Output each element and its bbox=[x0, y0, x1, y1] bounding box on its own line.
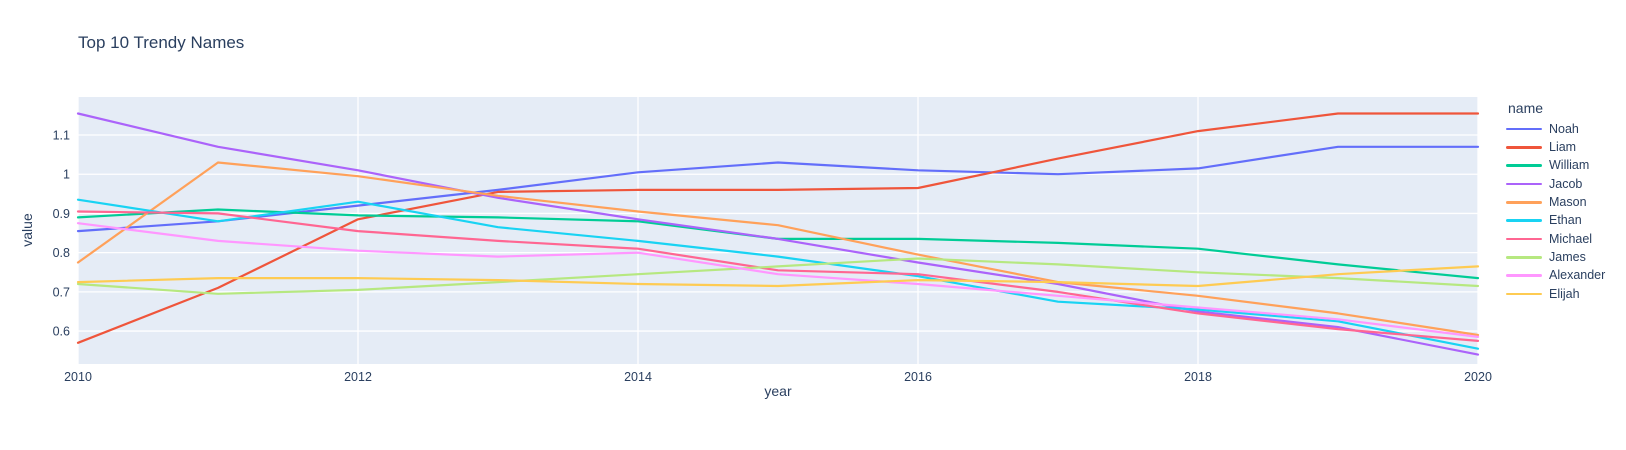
series-line-elijah bbox=[76, 265, 1480, 288]
legend-swatch-line bbox=[1506, 201, 1542, 204]
series-line-noah bbox=[76, 145, 1480, 233]
x-tick-label: 2012 bbox=[344, 370, 372, 384]
plot-area[interactable] bbox=[78, 97, 1478, 364]
x-tick-label: 2014 bbox=[624, 370, 652, 384]
x-tick-label: 2020 bbox=[1464, 370, 1492, 384]
legend-swatch-line bbox=[1506, 127, 1542, 131]
legend-swatch-line bbox=[1506, 164, 1542, 168]
legend-item-label: Jacob bbox=[1549, 176, 1583, 191]
legend-item-james[interactable]: James bbox=[1506, 248, 1605, 266]
legend-item-label: Ethan bbox=[1549, 213, 1582, 228]
series-line-jacob bbox=[76, 112, 1480, 356]
series-line-mason bbox=[76, 161, 1480, 337]
series-line-ethan bbox=[76, 198, 1480, 350]
legend-item-liam[interactable]: Liam bbox=[1506, 138, 1605, 156]
x-axis-title: year bbox=[764, 383, 792, 399]
x-tick-label: 2018 bbox=[1184, 370, 1212, 384]
y-tick-label: 1 bbox=[63, 168, 70, 182]
legend-item-label: James bbox=[1549, 249, 1586, 264]
x-tick-label: 2010 bbox=[64, 370, 92, 384]
series-line-liam bbox=[76, 112, 1480, 344]
y-axis-title: value bbox=[19, 213, 35, 247]
series-line-james bbox=[76, 257, 1480, 295]
y-tick-label: 0.8 bbox=[53, 246, 70, 260]
legend-item-label: William bbox=[1549, 158, 1590, 173]
legend-swatch-line bbox=[1506, 182, 1542, 186]
y-tick-label: 1.1 bbox=[53, 129, 70, 143]
y-tick-label: 0.9 bbox=[53, 207, 70, 221]
legend-swatch-line bbox=[1506, 146, 1542, 149]
legend-item-jacob[interactable]: Jacob bbox=[1506, 175, 1605, 193]
legend-item-label: Liam bbox=[1549, 140, 1577, 155]
legend: name Noah Liam William Jacob Mason Ethan Micha… bbox=[1506, 100, 1605, 303]
legend-swatch-line bbox=[1506, 255, 1542, 259]
legend-swatch-line bbox=[1506, 292, 1542, 296]
x-tick-label: 2016 bbox=[904, 370, 932, 384]
legend-item-noah[interactable]: Noah bbox=[1506, 120, 1605, 138]
legend-item-william[interactable]: William bbox=[1506, 157, 1605, 175]
legend-item-mason[interactable]: Mason bbox=[1506, 193, 1605, 211]
y-tick-label: 0.7 bbox=[53, 285, 70, 299]
legend-item-label: Elijah bbox=[1549, 286, 1580, 301]
legend-item-alexander[interactable]: Alexander bbox=[1506, 266, 1605, 284]
legend-item-ethan[interactable]: Ethan bbox=[1506, 211, 1605, 229]
legend-items: Noah Liam William Jacob Mason Ethan Michael Jam… bbox=[1506, 120, 1605, 303]
legend-item-label: Noah bbox=[1549, 121, 1579, 136]
legend-swatch-line bbox=[1506, 237, 1542, 241]
series-line-michael bbox=[76, 210, 1480, 342]
legend-item-label: Michael bbox=[1549, 231, 1593, 246]
legend-swatch-line bbox=[1506, 219, 1542, 222]
y-tick-label: 0.6 bbox=[53, 325, 70, 339]
series-line-alexander bbox=[76, 222, 1480, 338]
legend-item-label: Alexander bbox=[1549, 268, 1606, 283]
legend-title: name bbox=[1508, 100, 1544, 116]
legend-item-label: Mason bbox=[1549, 195, 1587, 210]
legend-item-elijah[interactable]: Elijah bbox=[1506, 285, 1605, 303]
legend-swatch-line bbox=[1506, 274, 1542, 277]
chart-title: Top 10 Trendy Names bbox=[78, 33, 245, 52]
legend-item-michael[interactable]: Michael bbox=[1506, 230, 1605, 248]
